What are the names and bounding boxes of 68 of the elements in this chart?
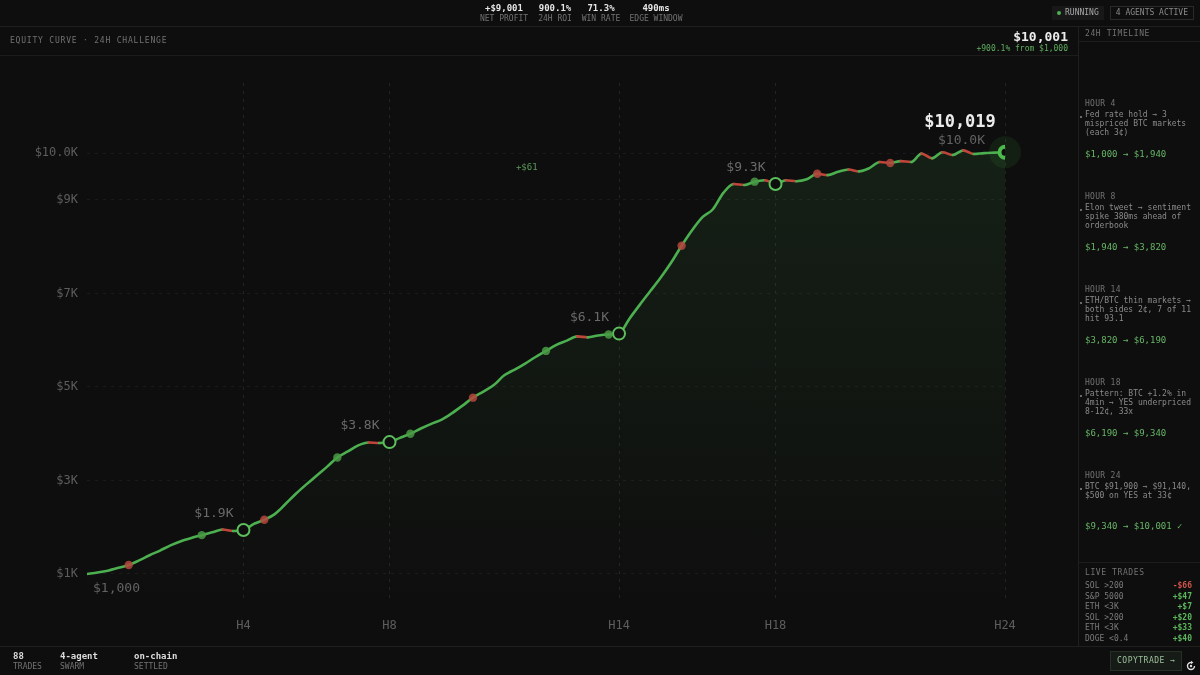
text: BTC $91,900 → $91,140, $500 on YES at 33¢ xyxy=(1085,482,1192,500)
text: Elon tweet → sentiment spike 380ms ahead of orderbook xyxy=(1085,203,1192,230)
text: Fed rate hold → 3 mispriced BTC markets (each 3¢) xyxy=(1085,110,1188,137)
text: $9,340 → $10,001 ✓ xyxy=(1085,520,1183,532)
text: ETH <3K xyxy=(1085,623,1119,633)
text: SOL >200 xyxy=(1085,581,1124,591)
annotation: $1,000 xyxy=(93,580,140,596)
data-label: $1.9K xyxy=(194,505,234,521)
text: DOGE <0.4 xyxy=(1085,633,1129,644)
text: TRADES xyxy=(13,662,42,672)
text: on-chain xyxy=(134,650,178,662)
text: SWARM xyxy=(60,662,85,672)
x-tick-label: H8 xyxy=(382,618,397,633)
text: $3,820 → $6,190 xyxy=(1085,334,1167,346)
data-label: $6.1K xyxy=(569,308,610,324)
text: Pattern: BTC +1.2% in 4min → YES underpriced 8-12¢, 33x xyxy=(1085,389,1192,416)
y-tick-label: $5K xyxy=(56,379,79,394)
text: -$66 xyxy=(1172,581,1192,591)
text: HOUR 24 xyxy=(1085,471,1121,481)
text: +$47 xyxy=(1172,591,1192,602)
x-tick-label: H14 xyxy=(608,618,630,633)
text: ETH/BTC thin markets → both sides 2¢, 7 of 11 hit 93.1 xyxy=(1085,296,1192,323)
chart-title: EQUITY CURVE · 24H CHALLENGE xyxy=(10,36,168,46)
text: $6,190 → $9,340 xyxy=(1085,427,1167,439)
text: HOUR 14 xyxy=(1085,285,1121,295)
text: SETTLED xyxy=(134,662,168,672)
y-tick-label: $9K xyxy=(56,192,79,207)
text: +$20 xyxy=(1172,612,1192,623)
annotation: $10.0K xyxy=(938,131,986,147)
text: ETH <3K xyxy=(1085,602,1119,612)
text: RUNNING xyxy=(1065,8,1099,18)
y-tick-label: $7K xyxy=(56,285,79,300)
data-label: $9.3K xyxy=(726,159,766,175)
text: SOL >200 xyxy=(1085,612,1124,623)
text: HOUR 4 xyxy=(1085,99,1116,109)
y-tick-label: $3K xyxy=(56,472,79,487)
text: $10,001 xyxy=(1013,29,1068,44)
text: 900.1% xyxy=(538,2,572,14)
x-tick-label: H4 xyxy=(236,618,251,633)
text: NET PROFIT xyxy=(479,14,529,24)
text: HOUR 8 xyxy=(1085,192,1116,202)
text: 24H TIMELINE xyxy=(1085,29,1150,39)
x-tick-label: H18 xyxy=(764,618,787,633)
text: HOUR 18 xyxy=(1085,378,1121,388)
text: +900.1% from $1,000 xyxy=(976,44,1068,54)
text: LIVE TRADES xyxy=(1085,568,1145,578)
text: 4-agent xyxy=(60,650,98,662)
text: WIN RATE xyxy=(581,14,621,24)
text: 4 AGENTS ACTIVE xyxy=(1115,8,1188,18)
y-tick-label: $10.0K xyxy=(34,145,79,160)
text: 71.3% xyxy=(587,2,615,14)
text: +$33 xyxy=(1172,623,1192,633)
text: $1,940 → $3,820 xyxy=(1085,241,1167,253)
text: EDGE WINDOW xyxy=(629,14,683,24)
text: +$9,001 xyxy=(485,2,523,14)
data-label: $3.8K xyxy=(340,417,380,433)
text: $1,000 → $1,940 xyxy=(1085,148,1167,160)
data-label: $10,019 xyxy=(924,110,996,131)
text: 24H ROI xyxy=(538,14,572,24)
text: 490ms xyxy=(642,2,670,14)
text: +$7 xyxy=(1177,602,1192,612)
text: 88 xyxy=(13,650,24,662)
y-tick-label: $1K xyxy=(56,566,79,581)
x-tick-label: H24 xyxy=(994,618,1016,633)
text: COPYTRADE → xyxy=(1117,656,1176,666)
text: +$40 xyxy=(1172,633,1192,644)
text: S&P 5000 xyxy=(1085,591,1124,602)
annotation: +$61 xyxy=(515,162,538,173)
